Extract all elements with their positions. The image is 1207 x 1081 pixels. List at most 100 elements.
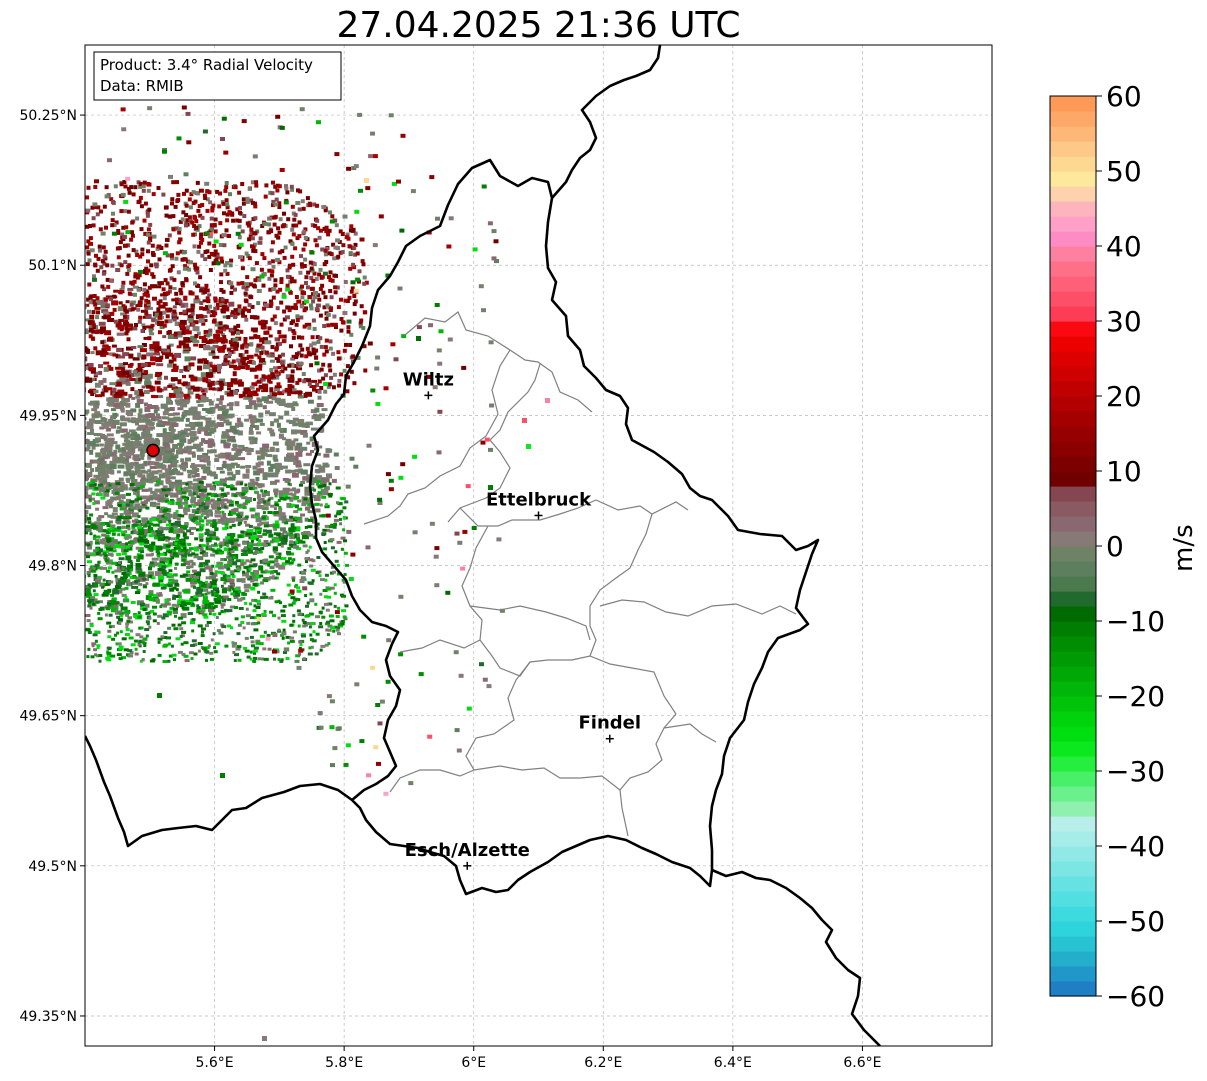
radar-echo-pixel [190,644,196,647]
radar-echo-pixel [53,457,59,461]
radar-echo-pixel [162,456,168,462]
radar-echo-pixel [262,322,267,327]
radar-echo-pixel [276,572,281,576]
radar-echo-pixel [286,217,291,222]
radar-echo-pixel [42,458,49,461]
radar-echo-pixel [198,213,203,218]
radar-echo-pixel [224,644,229,648]
radar-echo-pixel [208,387,216,391]
radar-echo-pixel [192,443,199,447]
radar-echo-pixel [262,592,267,596]
radar-echo-pixel [85,588,91,592]
radar-echo-pixel [197,224,202,229]
radar-echo-pixel [102,435,107,438]
radar-echo-pixel [21,396,27,399]
radar-echo-pixel [272,570,278,573]
radar-echo-pixel [125,545,130,549]
radar-echo-pixel [168,557,173,561]
radar-echo-pixel [307,378,311,383]
radar-echo-pixel [162,302,168,307]
radar-echo-pixel [261,612,267,616]
radar-echo-pixel [271,264,276,269]
radar-echo-pixel [225,421,232,426]
radar-echo-pixel [317,491,322,495]
radar-echo-pixel [117,389,125,395]
radar-echo-pixel [292,279,297,284]
radar-echo-pixel [308,612,314,616]
radar-echo-pixel [213,587,219,592]
radar-echo-pixel [296,547,302,551]
radar-echo-pixel [113,449,118,454]
radar-echo-pixel [278,512,286,518]
radar-echo-pixel [208,332,213,337]
radar-echo-pixel [222,573,227,578]
radar-echo-pixel [38,397,44,401]
radar-echo-pixel [320,283,325,288]
radar-echo-pixel [200,486,208,489]
radar-echo-pixel [203,516,207,520]
radar-echo-pixel [159,497,166,503]
radar-echo-pixel [204,417,212,421]
radar-echo-pixel [157,281,162,286]
radar-echo-pixel [230,331,235,336]
radar-echo-pixel [171,298,176,302]
radar-echo-pixel [217,499,225,505]
radar-echo-pixel [152,319,159,323]
radar-echo-pixel [274,479,280,483]
radar-echo-pixel [113,604,117,608]
radar-echo-pixel [173,388,181,394]
radar-echo-pixel [118,447,122,453]
radar-echo-pixel [268,334,273,338]
radar-echo-pixel [164,213,169,218]
radar-echo-pixel [127,527,131,531]
radar-echo-pixel [54,393,58,398]
radar-echo-pixel [292,331,297,336]
radar-echo-pixel [78,443,83,446]
radar-echo-pixel [130,230,134,235]
radar-echo-pixel [285,657,290,660]
radar-echo-pixel [280,367,285,371]
radar-echo-pixel [95,315,100,320]
radar-echo-pixel [70,505,75,509]
radar-echo-pixel [168,392,176,398]
radar-echo-pixel [86,251,91,256]
radar-echo-pixel [151,318,156,323]
radar-echo-pixel [199,288,204,293]
radar-echo-pixel [303,623,308,627]
radar-echo-pixel [102,261,107,266]
radar-echo-pixel [34,490,40,495]
radar-echo-pixel [272,374,276,379]
radar-echo-pixel [210,310,216,314]
radar-echo-pixel [24,386,31,391]
radar-echo-pixel [199,568,206,573]
radar-echo-pixel [304,275,309,280]
radar-echo-pixel [126,467,132,472]
radar-echo-pixel [244,649,250,653]
radar-echo-pixel [299,643,303,646]
radar-echo-pixel [95,329,100,334]
radar-echo-pixel [97,611,101,615]
radar-echo-pixel [174,352,182,358]
radar-echo-pixel [191,462,196,468]
radar-echo-pixel [229,536,234,541]
radar-echo-pixel [0,502,1,505]
radar-echo-pixel [168,522,175,526]
radar-echo-pixel [216,483,220,486]
radar-echo-pixel [49,431,53,434]
radar-echo-pixel [85,506,86,512]
radar-echo-pixel [101,271,106,276]
radar-echo-pixel [327,628,332,632]
radar-echo-pixel [274,501,279,505]
radar-echo-pixel [224,325,229,330]
radar-echo-pixel [124,586,129,590]
radar-echo-pixel [289,385,295,390]
radar-echo-pixel [130,326,138,331]
radar-echo-pixel [170,430,175,436]
radar-echo-pixel [330,322,335,327]
radar-echo-pixel [143,440,150,446]
radar-echo-pixel [100,284,105,289]
radar-echo-pixel [258,320,263,325]
radar-echo-pixel [255,517,262,523]
radar-echo-pixel [219,272,224,277]
radar-echo-pixel [248,414,253,420]
